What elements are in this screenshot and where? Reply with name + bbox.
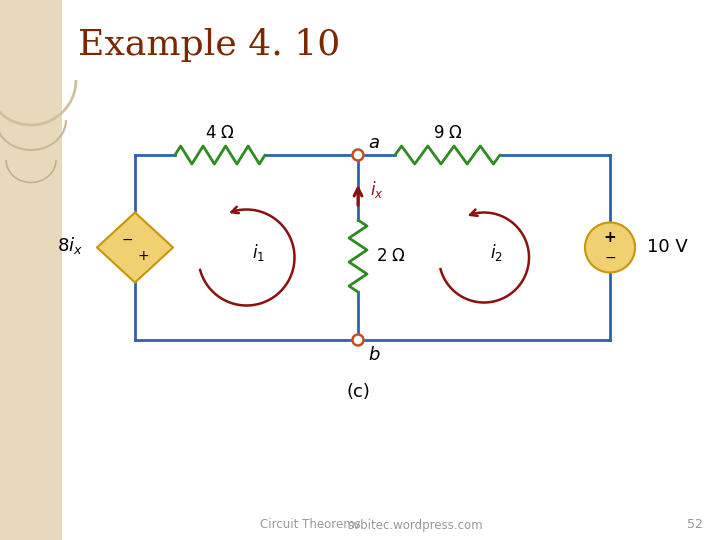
Text: $i_2$: $i_2$ (490, 242, 503, 263)
Text: 9 $\Omega$: 9 $\Omega$ (433, 124, 462, 142)
Text: b: b (368, 346, 379, 364)
Text: $i_x$: $i_x$ (370, 179, 384, 200)
Text: svbitec.wordpress.com: svbitec.wordpress.com (347, 518, 483, 531)
Text: 2 $\Omega$: 2 $\Omega$ (376, 247, 406, 265)
Text: −: − (121, 233, 132, 246)
Text: +: + (603, 230, 616, 245)
Polygon shape (97, 213, 173, 282)
Text: 10 V: 10 V (647, 239, 688, 256)
Text: −: − (604, 251, 616, 265)
Text: $8i_x$: $8i_x$ (57, 235, 83, 256)
Circle shape (353, 150, 364, 160)
Text: 52: 52 (687, 518, 703, 531)
Circle shape (353, 334, 364, 346)
Text: a: a (368, 134, 379, 152)
Text: +: + (138, 248, 149, 262)
Bar (0, 0, 62, 540)
Text: 4 $\Omega$: 4 $\Omega$ (205, 124, 235, 142)
Text: Circuit Theorems: Circuit Theorems (260, 518, 361, 531)
Circle shape (585, 222, 635, 273)
Text: $i_1$: $i_1$ (252, 242, 265, 263)
Text: (c): (c) (346, 383, 370, 401)
Text: Example 4. 10: Example 4. 10 (78, 28, 341, 62)
